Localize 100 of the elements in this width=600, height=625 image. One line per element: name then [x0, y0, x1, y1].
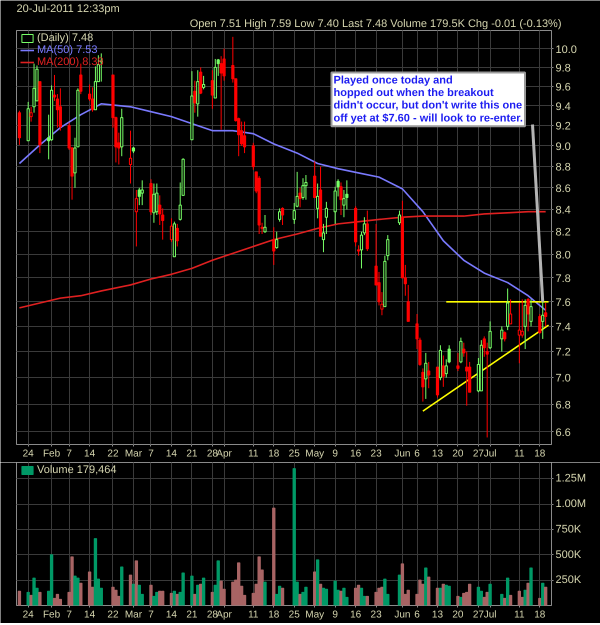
bar [316, 559, 320, 606]
x-tick-label: 11 [514, 610, 525, 620]
bar [503, 598, 506, 606]
y-tick-label: 9.4 [556, 100, 571, 113]
candlestick [538, 313, 542, 334]
y-tick-label: 8.8 [556, 162, 571, 174]
bar [219, 580, 223, 606]
bar [427, 576, 430, 606]
legend-label: Volume 179,464 [37, 464, 117, 476]
bar [424, 567, 428, 606]
bar [442, 584, 445, 606]
chart-title: 20-Jul-2011 12:33pm [16, 3, 120, 15]
candlestick [272, 226, 276, 266]
bar [210, 592, 214, 606]
x-tick-label: Mar [124, 610, 143, 620]
legend-label: (Daily) 7.48 [37, 32, 94, 44]
x-tick-label: 21 [186, 610, 198, 620]
candlestick [503, 330, 506, 342]
y-tick-label: 7.6 [556, 296, 571, 309]
candlestick [298, 187, 302, 208]
candlestick [196, 70, 200, 118]
candlestick [459, 337, 462, 364]
bar [377, 588, 381, 606]
bar [506, 578, 510, 606]
bar [421, 584, 425, 606]
x-tick-label: Feb [42, 610, 61, 620]
x-tick-label: 6 [414, 610, 420, 620]
y-tick-label: 9.6 [556, 81, 571, 94]
bar [152, 596, 156, 606]
bar [216, 560, 220, 606]
candlestick [526, 298, 530, 332]
bar [158, 590, 162, 606]
candlestick [524, 298, 527, 350]
candlestick [252, 142, 255, 170]
x-tick-label: 7 [66, 448, 72, 460]
x-tick-label: 13 [432, 610, 444, 620]
bar [518, 590, 522, 606]
x-tick-label: 11 [514, 448, 525, 460]
bar [278, 586, 282, 606]
legend-label: MA(50) 7.53 [37, 44, 98, 56]
x-tick-label: 11 [248, 448, 259, 460]
bar [462, 592, 466, 606]
bar [231, 582, 235, 606]
bar [529, 567, 533, 606]
bar [333, 580, 337, 606]
bar [406, 590, 410, 606]
bar [448, 586, 451, 606]
candlestick [339, 182, 343, 216]
x-tick-label: 14 [84, 448, 96, 460]
x-tick-label: 28 [206, 448, 218, 460]
bar [313, 572, 316, 606]
bar [161, 590, 164, 606]
bar [500, 594, 504, 606]
x-tick-label: Jul [484, 610, 497, 620]
bar [444, 584, 448, 606]
x-tick-label: 14 [84, 610, 96, 620]
candlestick [301, 178, 305, 200]
bar [196, 584, 200, 606]
bar [172, 590, 176, 606]
x-tick-label: 25 [288, 448, 300, 460]
bar [292, 468, 296, 606]
x-tick-label: 9 [332, 610, 338, 620]
bar [193, 594, 197, 606]
candlestick [488, 320, 492, 350]
x-tick-label: 20 [452, 448, 464, 460]
candlestick [313, 160, 316, 198]
y-tick-label: 9.0 [556, 140, 571, 153]
x-tick-label: 18 [534, 448, 546, 460]
x-tick-label: Mar [124, 448, 143, 460]
x-tick-label: 6 [414, 448, 420, 460]
x-tick-label: 18 [534, 610, 546, 620]
x-tick-label: 18 [268, 610, 280, 620]
x-tick-label: Jun [394, 448, 410, 460]
y-tick-label: 9.8 [556, 62, 571, 74]
y-tick-label: 8.0 [556, 249, 571, 262]
bar [468, 584, 472, 606]
bar [190, 576, 194, 606]
x-tick-label: 16 [350, 610, 362, 620]
candlestick [506, 288, 510, 331]
bar [438, 588, 442, 606]
x-tick-label: 22 [107, 448, 119, 460]
y-tick-label: 6.6 [556, 426, 571, 439]
candlestick [518, 302, 521, 364]
bar [298, 594, 302, 606]
y-tick-label: 8.4 [556, 204, 571, 216]
candlestick [544, 302, 548, 327]
x-tick-label: 27 [472, 448, 484, 460]
x-tick-label: 14 [166, 448, 178, 460]
bar [181, 572, 185, 606]
y-tick-label: 250K [556, 574, 582, 586]
bar [134, 560, 138, 606]
bar [488, 584, 492, 606]
bar [272, 508, 276, 606]
x-tick-label: Jul [484, 448, 497, 460]
x-tick-label: May [305, 448, 324, 460]
candlestick [508, 298, 512, 324]
bar [155, 592, 158, 606]
y-tick-label: 7.4 [556, 321, 571, 334]
y-tick-label: 500K [556, 548, 582, 561]
candlestick [316, 183, 320, 219]
